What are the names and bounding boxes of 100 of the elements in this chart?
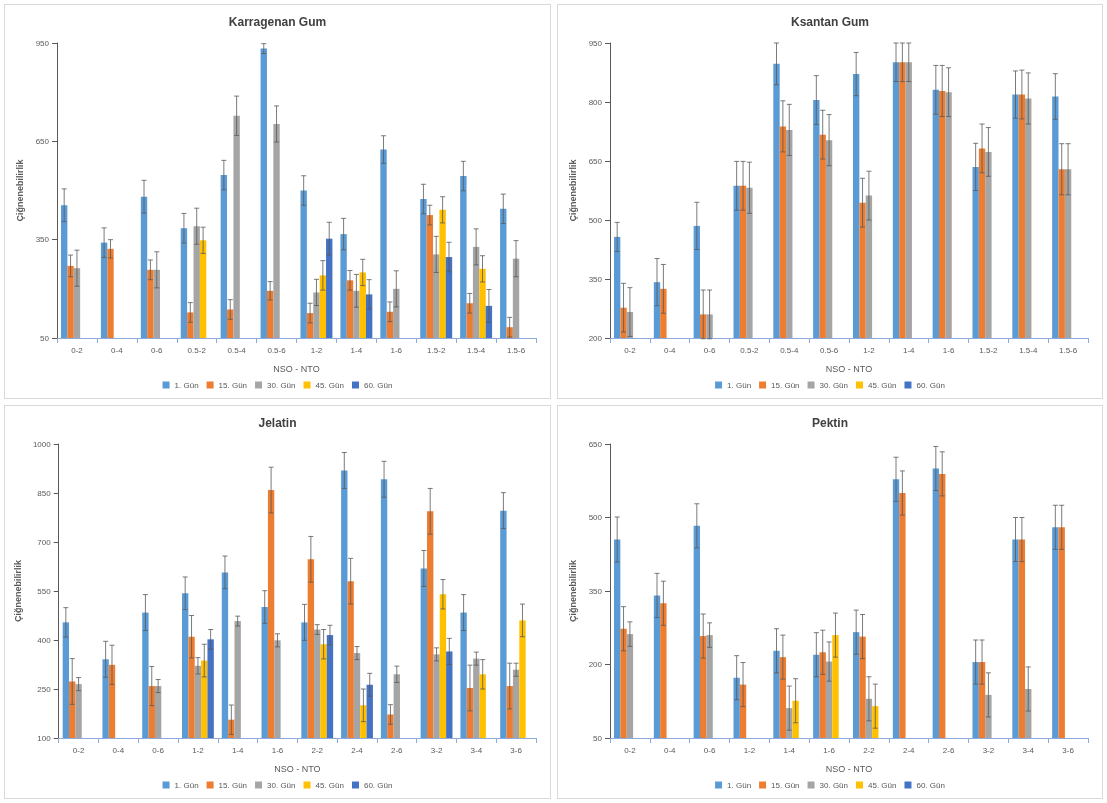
y-tick-label: 650 [588,439,603,449]
legend-label: 1. Gün [174,380,199,390]
legend-label: 45. Gün [868,380,897,390]
x-tick-label: 1.5-2 [427,345,446,355]
legend-label: 60. Gün [363,780,393,790]
y-tick-label: 350 [588,274,603,284]
x-tick-label: 1-6 [942,345,955,355]
y-axis-title: Çiğnenebilirlik [568,158,579,222]
y-tick-label: 650 [588,156,603,166]
x-tick-label: 3-2 [982,745,995,755]
y-tick-label: 350 [588,586,603,596]
x-tick-label: 1.5-2 [979,345,999,355]
x-tick-label: 2-6 [391,745,404,755]
legend-label: 60. Gün [363,380,393,390]
y-tick-label: 200 [588,660,603,669]
x-tick-label: 1.5-6 [1058,345,1078,355]
x-axis-title: NSO - NTO [274,763,321,774]
y-axis-title: Çiğnenebilirlik [15,158,26,222]
legend-label: 45. Gün [315,380,344,390]
y-tick-label: 550 [37,586,52,596]
y-tick-label: 800 [588,97,603,107]
legend-label: 15. Gün [218,380,248,390]
x-tick-label: 0.5-4 [227,345,247,355]
x-tick-label: 1-2 [310,345,323,355]
x-tick-label: 0-4 [112,745,125,755]
x-tick-label: 3-4 [470,745,483,755]
y-tick-label: 950 [35,38,50,48]
chart-title: Karragenan Gum [228,15,327,29]
legend-label: 60. Gün [916,780,945,790]
y-tick-label: 500 [588,513,603,522]
x-tick-label: 1-2 [192,745,205,755]
x-tick-label: 3-2 [430,745,443,755]
y-tick-label: 100 [37,733,52,743]
x-tick-label: 1-4 [902,345,916,355]
x-tick-label: 0-6 [151,345,164,355]
x-tick-label: 1-4 [231,745,245,755]
x-tick-label: 1-2 [863,345,876,355]
legend-label: 30. Gün [819,380,849,390]
x-tick-label: 2-4 [351,745,364,755]
chart-title: Jelatin [258,416,297,430]
y-tick-label: 850 [37,488,52,498]
legend-label: 15. Gün [771,780,800,790]
legend-label: 30. Gün [819,780,849,790]
x-tick-label: 0-2 [71,345,84,355]
y-axis-title: Çiğnenebilirlik [12,559,23,623]
y-tick-label: 700 [37,537,52,547]
x-tick-label: 2-2 [863,745,876,755]
y-tick-label: 50 [40,333,50,343]
x-tick-label: 2-6 [942,745,955,755]
x-tick-label: 2-2 [311,745,324,755]
x-tick-label: 0-6 [703,345,716,355]
x-tick-label: 0.5-6 [819,345,839,355]
x-tick-label: 1.5-4 [1019,345,1038,355]
chart-title: Pektin [811,416,849,430]
x-tick-label: 0.5-2 [187,345,207,355]
x-tick-label: 0-4 [111,345,124,355]
legend-label: 30. Gün [267,380,296,390]
x-tick-label: 0-4 [663,745,677,755]
x-tick-label: 3-6 [510,745,523,755]
y-tick-label: 200 [588,333,603,343]
legend-label: 1. Gün [727,380,752,390]
x-tick-label: 1-6 [390,345,403,355]
chart-title: Ksantan Gum [790,15,870,29]
y-tick-label: 650 [35,136,50,146]
y-tick-label: 250 [37,684,52,694]
y-tick-label: 500 [588,215,603,225]
x-tick-label: 0-2 [624,745,637,755]
legend-label: 15. Gün [218,780,248,790]
x-tick-label: 0-2 [72,745,85,755]
y-tick-label: 400 [37,635,52,645]
x-tick-label: 0.5-6 [267,345,287,355]
legend-label: 45. Gün [315,780,344,790]
legend-label: 15. Gün [771,380,800,390]
x-tick-label: 2-4 [902,745,916,755]
x-tick-label: 1-4 [350,345,363,355]
x-tick-label: 3-6 [1062,745,1075,755]
x-tick-label: 1-6 [823,745,836,755]
legend-label: 1. Gün [174,780,199,790]
y-tick-label: 50 [593,733,603,743]
y-axis-title: Çiğnenebilirlik [568,559,579,623]
legend-label: 30. Gün [267,780,296,790]
x-axis-title: NSO - NTO [273,363,320,374]
legend-label: 60. Gün [916,380,945,390]
x-tick-label: 3-4 [1022,745,1035,755]
x-tick-label: 0.5-2 [740,345,760,355]
y-tick-label: 350 [35,235,50,245]
x-axis-title: NSO - NTO [825,363,873,374]
legend-label: 1. Gün [727,780,752,790]
x-tick-label: 0-4 [663,345,677,355]
x-tick-label: 0-2 [624,345,637,355]
y-tick-label: 1000 [32,439,52,449]
y-tick-label: 950 [588,38,603,48]
x-tick-label: 1.5-6 [506,345,526,355]
x-tick-label: 1-4 [783,745,796,755]
x-tick-label: 1-6 [271,745,284,755]
x-tick-label: 1.5-4 [467,345,486,355]
x-axis-title: NSO - NTO [825,763,873,774]
x-tick-label: 0-6 [152,745,165,755]
x-tick-label: 1-2 [743,745,756,755]
x-tick-label: 0.5-4 [780,345,799,355]
